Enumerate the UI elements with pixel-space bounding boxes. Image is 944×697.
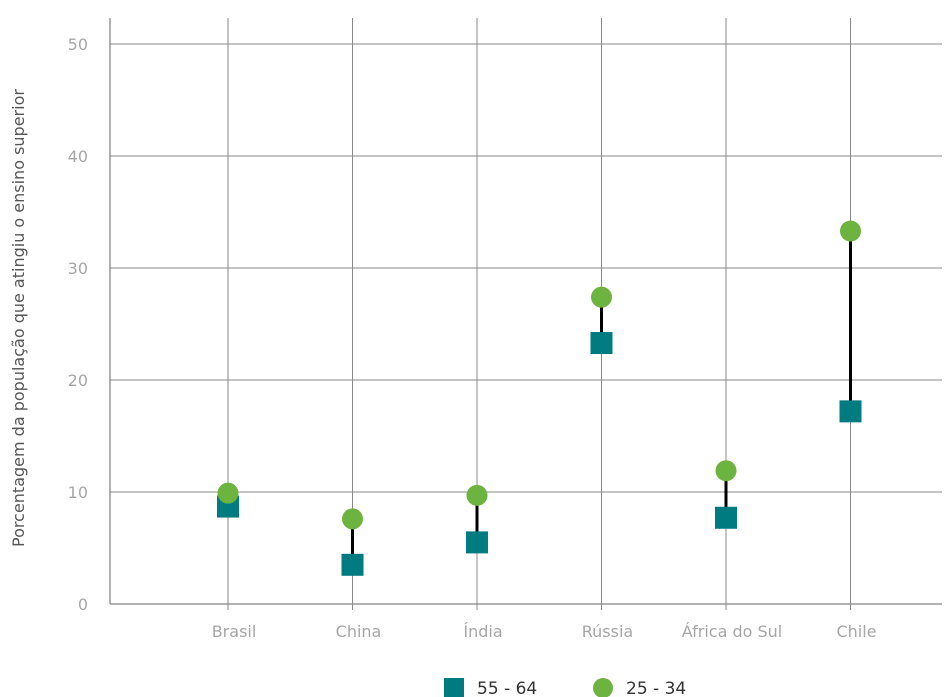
circle-point [591, 286, 612, 308]
square-point [590, 332, 613, 355]
y-tick-label: 30 [68, 259, 88, 278]
square-point [466, 531, 488, 554]
square-point [839, 400, 862, 423]
circle-point [466, 484, 488, 506]
x-tick-label: Brasil [212, 622, 257, 641]
y-tick-label: 0 [78, 595, 88, 614]
x-tick-label: Chile [836, 622, 876, 641]
x-tick-label: Índia [463, 622, 502, 641]
grid-lines [109, 18, 942, 610]
circle-point [840, 220, 861, 242]
square-point [341, 553, 364, 576]
legend-label: 25 - 34 [626, 679, 686, 697]
x-axis-ticks: Brasil China Índia Rússia África do Sul Chile [212, 622, 877, 641]
connector-lines [226, 231, 852, 565]
y-axis-label: Porcentagem da população que atingiu o e… [9, 89, 28, 547]
y-tick-label: 50 [68, 35, 88, 54]
y-tick-label: 40 [68, 147, 88, 166]
circle-point [342, 508, 363, 530]
y-axis-ticks: 0 10 20 30 40 50 [68, 35, 88, 614]
x-tick-label: China [336, 622, 382, 641]
circle-point [715, 460, 737, 482]
x-tick-label: África do Sul [682, 622, 783, 641]
x-tick-label: Rússia [582, 622, 633, 641]
legend-square-marker [444, 678, 464, 697]
y-tick-label: 10 [68, 483, 88, 502]
square-point [715, 506, 737, 529]
y-tick-label: 20 [68, 371, 88, 390]
data-marks [217, 220, 862, 576]
legend-circle-marker [593, 678, 613, 697]
legend-label: 55 - 64 [477, 679, 537, 697]
legend: 55 - 64 25 - 34 [444, 678, 686, 697]
circle-point [217, 482, 239, 504]
